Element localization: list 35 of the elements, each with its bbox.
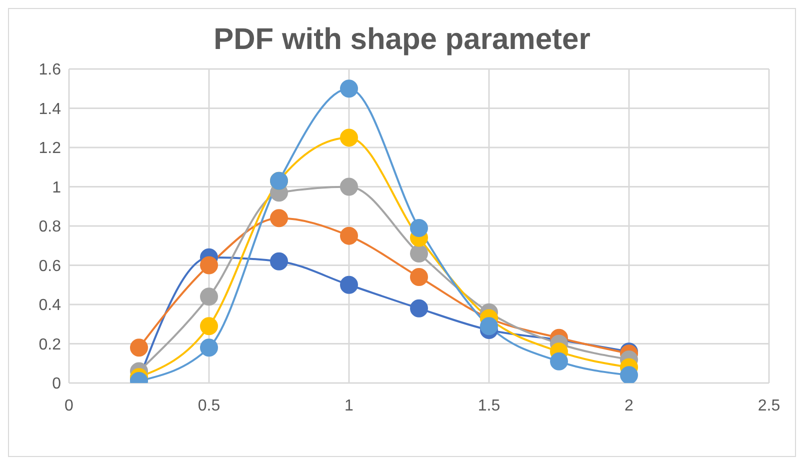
point [340, 226, 358, 245]
point [200, 317, 218, 336]
point [340, 80, 358, 98]
y-tick-label: 0.2 [38, 336, 62, 354]
y-tick-label: 1.2 [38, 140, 62, 158]
y-tick-label: 0.6 [38, 258, 62, 275]
y-tick-label: 0 [52, 376, 62, 393]
x-tick-label: 0.5 [198, 397, 220, 414]
x-tick-label: 2.5 [758, 397, 780, 414]
y-tick-label: 1.6 [38, 62, 62, 79]
chart-title: PDF with shape parameter [212, 23, 592, 58]
point [550, 352, 568, 370]
point [410, 268, 428, 286]
point [340, 128, 358, 147]
y-tick-label: 1 [52, 179, 62, 196]
y-tick-label: 0.4 [38, 297, 62, 314]
point [270, 209, 288, 228]
point [410, 218, 428, 237]
point [340, 276, 358, 294]
point [410, 299, 428, 318]
point [340, 178, 358, 196]
point [200, 288, 218, 306]
x-tick-label: 2 [624, 397, 634, 414]
point [200, 338, 218, 357]
point [200, 256, 218, 274]
point [620, 366, 638, 383]
x-tick-label: 1 [344, 397, 354, 414]
point [270, 252, 288, 270]
point [480, 317, 498, 336]
point [130, 338, 148, 357]
y-tick-label: 1.4 [38, 100, 62, 118]
x-tick-label: 1.5 [478, 397, 500, 414]
y-tick-label: 0.8 [38, 218, 62, 236]
x-tick-label: 0 [64, 397, 74, 414]
point [410, 244, 428, 262]
